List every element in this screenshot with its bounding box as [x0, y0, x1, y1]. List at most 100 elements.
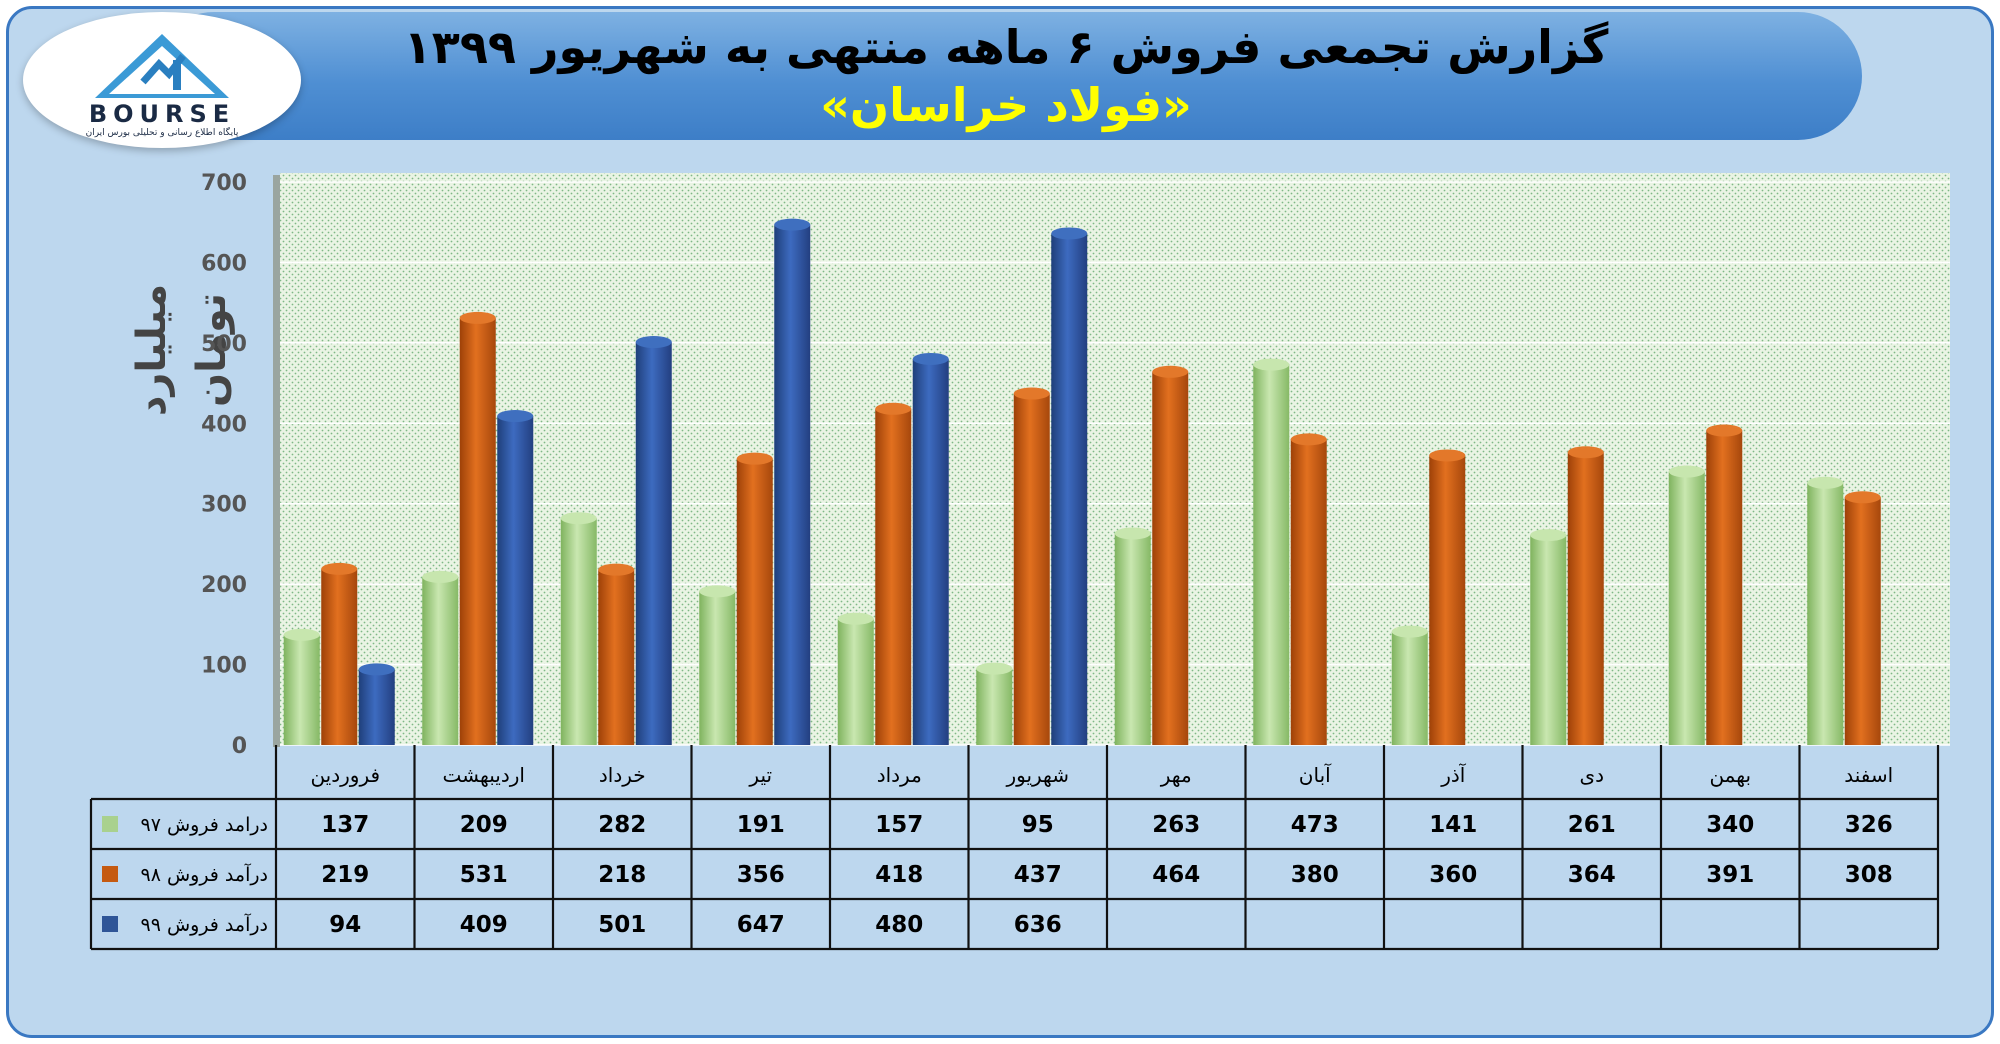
- bar-body: [635, 342, 672, 745]
- series-name: درامد فروش ۹۷: [140, 814, 268, 836]
- bar-cap: [1013, 387, 1050, 400]
- bar-cap: [560, 512, 597, 525]
- bar-cap: [1429, 449, 1466, 462]
- bar-cap: [1253, 358, 1290, 371]
- bar-body: [1668, 471, 1705, 745]
- bar-cap: [1844, 491, 1881, 504]
- bar-body: [1567, 452, 1604, 745]
- bar-cap: [321, 562, 358, 575]
- y-tick-label: 100: [201, 654, 247, 679]
- bar-body: [321, 568, 358, 745]
- bar-body: [912, 358, 949, 745]
- y-tick-label: 700: [201, 171, 247, 196]
- category-label: آبان: [1299, 762, 1332, 787]
- bar: [976, 662, 1013, 745]
- table-cell: 219: [321, 862, 369, 888]
- bar-cap: [1706, 424, 1743, 437]
- category-label: اسفند: [1844, 763, 1893, 787]
- bourse-logo: BOURSE پایگاه اطلاع رسانی و تحلیلی بورس …: [23, 12, 301, 148]
- bar-cap: [358, 663, 395, 676]
- category-label: مهر: [1160, 763, 1192, 787]
- table-cell: 409: [460, 912, 508, 938]
- bar: [1807, 476, 1844, 745]
- bar: [1013, 387, 1050, 745]
- bar-body: [1530, 535, 1567, 745]
- bar-cap: [422, 570, 459, 583]
- bar-body: [1706, 430, 1743, 745]
- bar: [837, 612, 874, 745]
- bar: [736, 452, 773, 745]
- bar-body: [459, 317, 496, 745]
- table-cell: 94: [329, 912, 361, 938]
- bar-cap: [1391, 625, 1428, 638]
- category-label: شهریور: [1005, 763, 1069, 787]
- bar-cap: [1290, 433, 1327, 446]
- bar-body: [560, 518, 597, 745]
- table-cell: 501: [598, 912, 646, 938]
- legend-swatch: [102, 916, 118, 932]
- y-tick-label: 400: [201, 412, 247, 437]
- table-cell: 531: [460, 862, 508, 888]
- logo-wordmark: BOURSE: [88, 100, 236, 128]
- bar-cap: [1152, 365, 1189, 378]
- bar-cap: [1807, 476, 1844, 489]
- bar: [635, 336, 672, 745]
- table-cell: 437: [1014, 862, 1062, 888]
- bar-cap: [497, 410, 534, 423]
- table-cell: 340: [1706, 812, 1754, 838]
- bar: [1530, 529, 1567, 745]
- bar-cap: [1567, 446, 1604, 459]
- table-cell: 261: [1568, 812, 1616, 838]
- bar: [875, 402, 912, 745]
- logo-tagline: پایگاه اطلاع رسانی و تحلیلی بورس ایران: [85, 128, 239, 138]
- bar: [422, 570, 459, 745]
- legend-swatch: [102, 816, 118, 832]
- bar: [560, 512, 597, 745]
- bar-body: [1429, 455, 1466, 745]
- bar-body: [1051, 233, 1088, 745]
- bars: [283, 218, 1881, 745]
- title-banner: گزارش تجمعی فروش ۶ ماهه منتهی به شهریور …: [150, 12, 1862, 140]
- bar-cap: [1051, 227, 1088, 240]
- category-label: آذر: [1440, 762, 1467, 787]
- bar-cap: [1668, 465, 1705, 478]
- bar: [1567, 446, 1604, 745]
- category-label: خرداد: [599, 763, 646, 787]
- bar-cap: [283, 628, 320, 641]
- series-name: درآمد فروش ۹۸: [140, 862, 268, 886]
- bar: [774, 218, 811, 745]
- bar: [459, 311, 496, 745]
- category-label: تیر: [748, 763, 772, 787]
- plot-wall: [273, 175, 280, 747]
- bar-cap: [598, 563, 635, 576]
- table-cell: 218: [598, 862, 646, 888]
- table-cell: 360: [1429, 862, 1477, 888]
- bar-cap: [1114, 527, 1151, 540]
- table-cell: 326: [1845, 812, 1893, 838]
- bar-cap: [774, 218, 811, 231]
- category-label: اردیبهشت: [443, 763, 525, 787]
- bar: [1706, 424, 1743, 745]
- bar-body: [283, 634, 320, 745]
- category-label: فروردین: [310, 763, 380, 787]
- bar-body: [1114, 533, 1151, 745]
- bar: [497, 410, 534, 745]
- table-cell: 364: [1568, 862, 1616, 888]
- bar: [321, 562, 358, 745]
- bar-cap: [459, 311, 496, 324]
- bar-cap: [912, 352, 949, 365]
- bar-body: [699, 591, 736, 745]
- logo-mark-icon: [95, 34, 229, 98]
- y-tick-label: 0: [232, 734, 247, 759]
- y-tick-label: 300: [201, 493, 247, 518]
- y-tick-label: 500: [201, 332, 247, 357]
- bar: [1051, 227, 1088, 745]
- category-label: بهمن: [1709, 763, 1751, 787]
- bar-cap: [875, 402, 912, 415]
- series-name: درآمد فروش ۹۹: [140, 912, 268, 936]
- bar: [283, 628, 320, 745]
- bar-body: [736, 458, 773, 745]
- table-cell: 418: [875, 862, 923, 888]
- table-cell: 282: [598, 812, 646, 838]
- bar-body: [976, 668, 1013, 745]
